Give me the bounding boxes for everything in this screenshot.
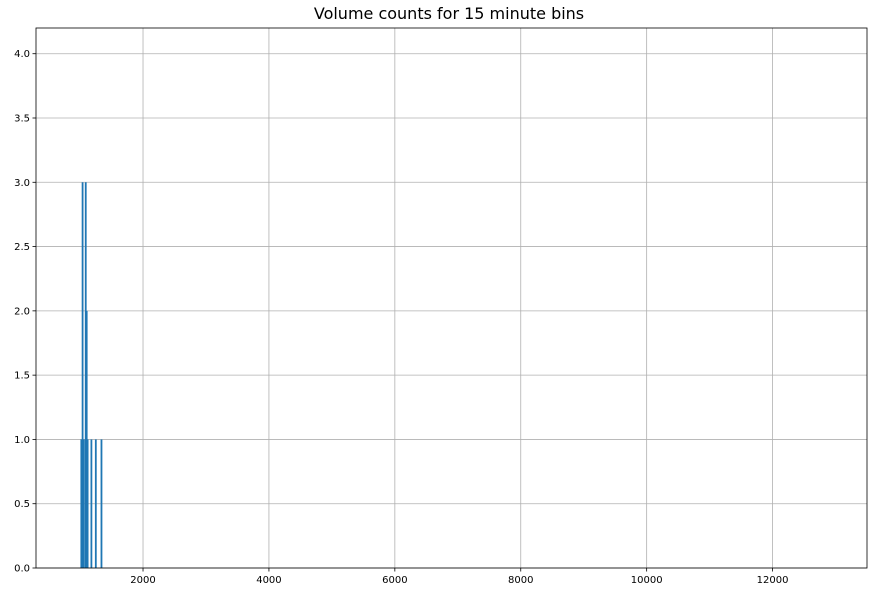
histogram-bar [100,439,103,568]
histogram-bar [85,310,88,568]
chart-title: Volume counts for 15 minute bins [314,4,584,23]
grid [36,28,867,569]
y-tick-label: 2.5 [14,242,30,253]
histogram-bar [80,439,83,568]
x-tick-label: 2000 [130,575,155,586]
bars [80,182,103,569]
y-tick-label: 1.5 [14,371,30,382]
y-tick-label: 1.0 [14,435,30,446]
y-tick-label: 4.0 [14,49,30,60]
axes: 2000 4000 6000 8000 10000 12000 0.0 0.5 1.0 1.5 2.… [14,27,868,586]
x-tick-label: 10000 [631,575,663,586]
y-tick-label: 3.0 [14,178,30,189]
y-tick-label: 0.5 [14,499,30,510]
plot-frame [35,27,868,569]
x-tick-label: 4000 [256,575,281,586]
x-tick-label: 12000 [757,575,789,586]
histogram-bar [90,439,93,568]
histogram-bar [94,439,97,568]
histogram-bar [86,439,89,568]
x-tick-label: 8000 [508,575,533,586]
histogram-bar [84,182,87,569]
histogram-bar [82,439,85,568]
x-tick-label: 6000 [382,575,407,586]
histogram-bar [81,182,84,569]
y-tick-label: 2.0 [14,306,30,317]
y-tick-label: 3.5 [14,114,30,125]
y-tick-label: 0.0 [14,564,30,575]
